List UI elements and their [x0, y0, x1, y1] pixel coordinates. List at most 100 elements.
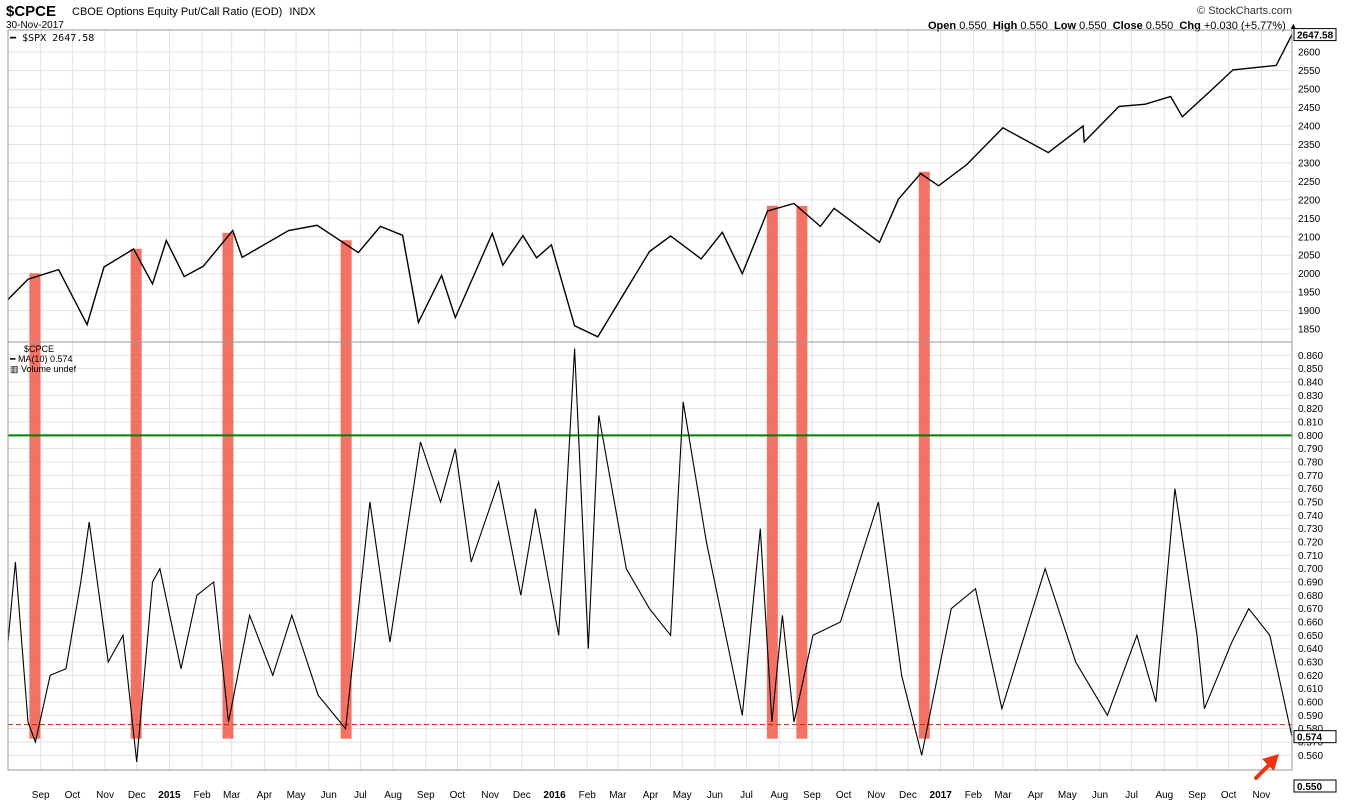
- x-tick-label: Nov: [481, 790, 499, 801]
- y-tick-label: 2350: [1298, 140, 1321, 151]
- close-value: 0.550: [1145, 20, 1174, 32]
- x-tick-label: Feb: [194, 790, 212, 801]
- y-tick-label: 0.630: [1298, 658, 1323, 669]
- y-tick-label: 0.680: [1298, 591, 1323, 602]
- x-tick-label: May: [673, 790, 692, 801]
- ma-last-value-text: 0.574: [1297, 733, 1322, 744]
- highlight-bar: [796, 205, 808, 739]
- y-tick-label: 2500: [1298, 85, 1321, 96]
- low-value: 0.550: [1079, 20, 1107, 32]
- x-tick-label: Sep: [1188, 790, 1206, 801]
- x-tick-label: Aug: [1155, 790, 1173, 801]
- y-tick-label: 0.790: [1298, 444, 1323, 455]
- y-tick-label: 0.620: [1298, 671, 1323, 682]
- x-tick-label: Aug: [384, 790, 402, 801]
- y-tick-label: 0.560: [1298, 751, 1323, 762]
- highlight-bar: [918, 171, 930, 739]
- y-tick-label: 0.820: [1298, 404, 1323, 415]
- y-tick-label: 2050: [1298, 251, 1321, 262]
- y-tick-label: 0.750: [1298, 498, 1323, 509]
- chg-value: +0.030 (+5.77%): [1203, 20, 1286, 32]
- x-tick-label: Oct: [1221, 790, 1237, 801]
- y-tick-label: 2550: [1298, 66, 1321, 77]
- cpce-last-value-text: 0.550: [1297, 782, 1322, 793]
- y-tick-label: 0.660: [1298, 618, 1323, 629]
- y-tick-label: 0.730: [1298, 524, 1323, 535]
- cpce-last-value-box: [1293, 779, 1337, 793]
- y-tick-label: 1900: [1298, 306, 1321, 317]
- x-tick-label: May: [1058, 790, 1077, 801]
- spx-last-value-text: 2647.58: [1297, 31, 1334, 42]
- y-tick-label: 0.780: [1298, 458, 1323, 469]
- chg-label: Chg: [1179, 20, 1201, 32]
- spx-legend: ━ $SPX 2647.58: [10, 33, 94, 44]
- value-labels: 2647.58 0.574 0.550: [1293, 28, 1337, 793]
- x-tick-label: Mar: [609, 790, 627, 801]
- description-text: CBOE Options Equity Put/Call Ratio (EOD): [72, 6, 283, 18]
- highlight-bar: [130, 248, 142, 739]
- x-tick-label: Jul: [740, 790, 753, 801]
- x-tick-label: Sep: [417, 790, 435, 801]
- cpce-ma-line: [7, 348, 1293, 763]
- x-tick-label: Oct: [65, 790, 81, 801]
- low-label: Low: [1054, 20, 1077, 32]
- y-tick-label: 0.860: [1298, 351, 1323, 362]
- y-tick-label: 2150: [1298, 214, 1321, 225]
- cpce-legend-symbol: $CPCE: [24, 344, 55, 354]
- highlight-bar: [222, 232, 234, 739]
- y-tick-label: 0.850: [1298, 364, 1323, 375]
- high-value: 0.550: [1020, 20, 1048, 32]
- y-tick-label: 0.700: [1298, 564, 1323, 575]
- y-tick-label: 0.580: [1298, 724, 1323, 735]
- y-tick-label: 0.760: [1298, 484, 1323, 495]
- series-lines: [7, 34, 1293, 763]
- upper-panel-frame: [7, 29, 1293, 343]
- x-tick-label: Jun: [707, 790, 723, 801]
- highlight-bars: [29, 171, 930, 739]
- y-tick-label: 0.600: [1298, 698, 1323, 709]
- open-label: Open: [928, 20, 957, 32]
- x-tick-label: Aug: [770, 790, 788, 801]
- close-label: Close: [1112, 20, 1143, 32]
- x-tick-label: Sep: [32, 790, 50, 801]
- y-tick-label: 2450: [1298, 103, 1321, 114]
- reference-lines: [8, 434, 1292, 726]
- y-tick-label: 0.710: [1298, 551, 1323, 562]
- x-tick-label: Jun: [1092, 790, 1108, 801]
- cpce-legend: $CPCE ━ MA(10) 0.574 ▥ Volume undef: [10, 344, 76, 374]
- spx-last-value: 2647.58: [1293, 28, 1337, 42]
- x-tick-label: Oct: [450, 790, 466, 801]
- x-tick-label: 2015: [158, 790, 181, 801]
- x-tick-label: Feb: [965, 790, 983, 801]
- x-tick-label: May: [287, 790, 306, 801]
- x-tick-label: Nov: [1253, 790, 1271, 801]
- volume-bars-icon: ▥: [10, 364, 19, 374]
- y-tick-label: 0.670: [1298, 604, 1323, 615]
- y-tick-label: 2250: [1298, 177, 1321, 188]
- y-tick-label: 0.720: [1298, 538, 1323, 549]
- y-tick-label: 2600: [1298, 48, 1321, 59]
- x-tick-label: Apr: [643, 790, 659, 801]
- spx-price-line: [7, 34, 1293, 338]
- y-tick-label: 0.770: [1298, 471, 1323, 482]
- cpce-legend-ma: MA(10) 0.574: [17, 354, 73, 364]
- x-tick-label: Nov: [96, 790, 114, 801]
- brand-label[interactable]: © StockCharts.com: [1197, 5, 1292, 17]
- grid-layer: [8, 30, 1292, 770]
- highlight-bar: [340, 240, 352, 739]
- highlight-bar: [29, 273, 41, 739]
- x-tick-label: Nov: [867, 790, 885, 801]
- y-tick-label: 0.840: [1298, 378, 1323, 389]
- x-tick-label: Jun: [321, 790, 337, 801]
- x-tick-label: Sep: [803, 790, 821, 801]
- y-tick-label: 0.650: [1298, 631, 1323, 642]
- x-tick-label: Apr: [257, 790, 273, 801]
- x-tick-label: Dec: [899, 790, 917, 801]
- description-label: CBOE Options Equity Put/Call Ratio (EOD)…: [72, 6, 316, 18]
- legend-line-icon: ━: [10, 33, 17, 44]
- ma-last-value: 0.574: [1293, 730, 1337, 744]
- x-tick-label: Apr: [1028, 790, 1044, 801]
- y-tick-label: 2400: [1298, 122, 1321, 133]
- x-tick-label: 2016: [543, 790, 566, 801]
